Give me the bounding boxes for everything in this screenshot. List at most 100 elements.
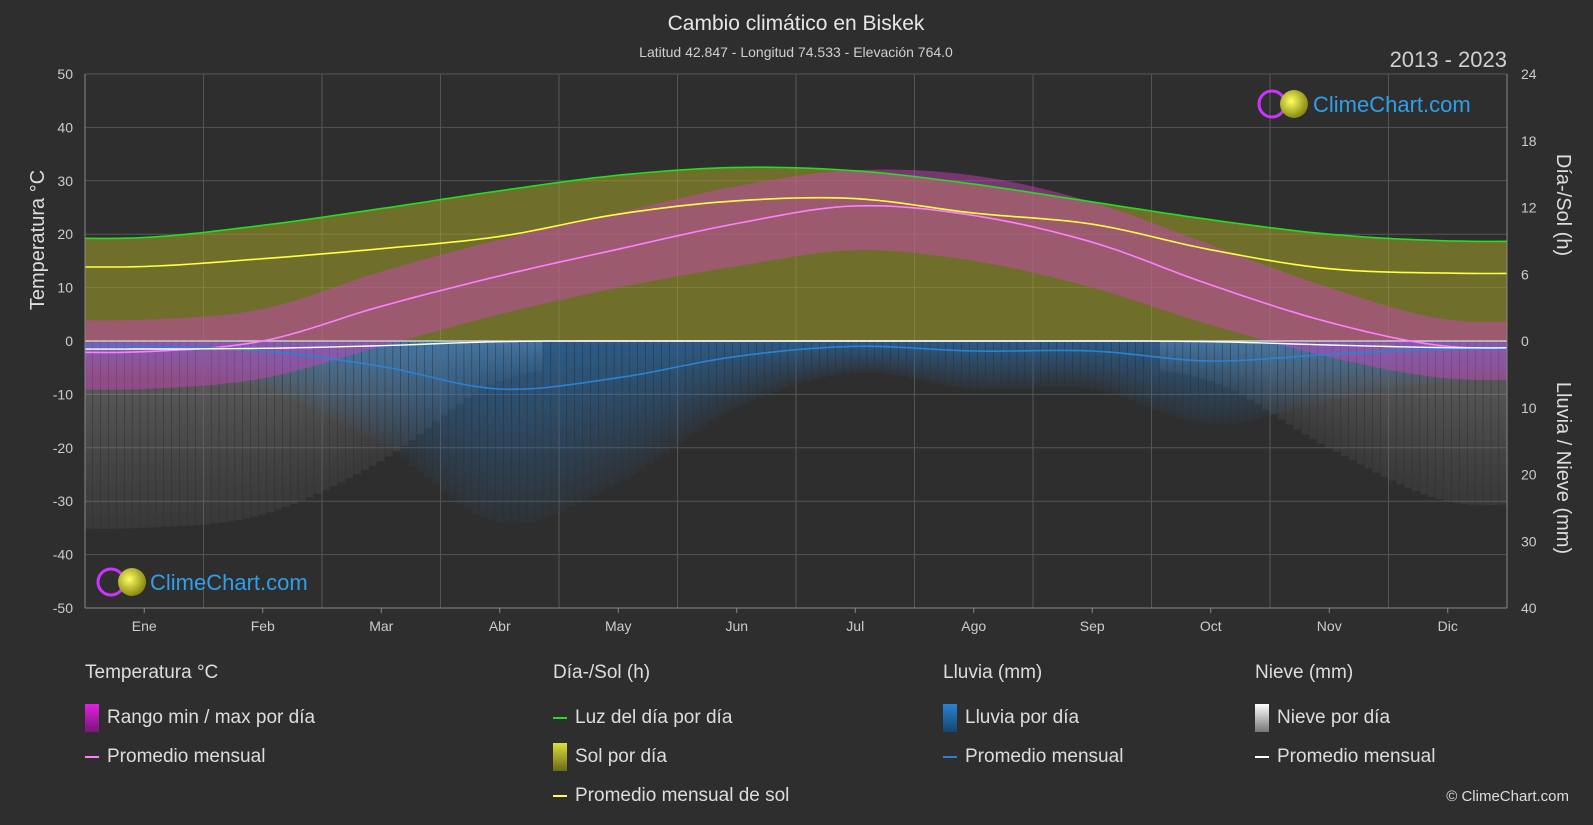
rain-bar bbox=[1119, 341, 1128, 398]
x-tick-label: Oct bbox=[1200, 618, 1222, 634]
legend-temperature-title: Temperatura °C bbox=[85, 662, 219, 683]
snow-bar bbox=[132, 341, 140, 529]
snow-bar bbox=[92, 341, 101, 529]
rain-bar bbox=[243, 341, 251, 386]
rain-bar bbox=[1451, 341, 1460, 382]
precipitation-bars bbox=[85, 341, 1507, 529]
rain-bar bbox=[1198, 341, 1207, 424]
rain-bar bbox=[1104, 341, 1112, 393]
y-tick-right-top: 24 bbox=[1521, 66, 1537, 82]
rain-bar bbox=[219, 341, 227, 381]
legend-item: Promedio mensual bbox=[85, 737, 315, 776]
legend-item-label: Luz del día por día bbox=[575, 706, 733, 728]
rain-bar bbox=[1285, 341, 1294, 411]
rain-bar bbox=[724, 341, 733, 412]
rain-avg-swatch bbox=[943, 755, 957, 758]
rain-bar bbox=[464, 341, 472, 510]
y-tick-left: 0 bbox=[65, 333, 73, 349]
snow-avg-line bbox=[85, 340, 1508, 350]
rain-avg-line bbox=[85, 345, 1508, 391]
rain-bar bbox=[519, 341, 527, 523]
y-tick-left: -10 bbox=[53, 386, 73, 402]
snow-bar bbox=[290, 341, 298, 504]
legend-item: Sol por día bbox=[553, 737, 789, 776]
rain-bar bbox=[1254, 341, 1262, 420]
sunshine-swatch bbox=[553, 742, 567, 771]
rain-bar bbox=[685, 341, 693, 437]
rain-bar bbox=[590, 341, 598, 495]
rain-bar bbox=[1135, 341, 1144, 404]
rain-bar bbox=[1246, 341, 1254, 421]
rain-bar bbox=[369, 341, 377, 439]
rain-bar bbox=[1356, 341, 1365, 396]
rain-bar bbox=[693, 341, 701, 432]
snow-bar bbox=[258, 341, 267, 515]
rain-bar bbox=[250, 341, 259, 388]
legend-snow-title: Nieve (mm) bbox=[1255, 662, 1354, 683]
rain-bar bbox=[393, 341, 401, 454]
y-tick-left: -40 bbox=[53, 547, 73, 563]
rain-bar bbox=[969, 341, 978, 390]
rain-bar bbox=[1317, 341, 1325, 403]
rain-bar bbox=[108, 341, 117, 372]
rain-bar bbox=[875, 341, 883, 374]
rain-bar bbox=[298, 341, 306, 404]
snow-bar bbox=[164, 341, 172, 527]
rain-bar bbox=[1159, 341, 1167, 413]
rain-bar bbox=[906, 341, 914, 379]
rain-bar bbox=[1017, 341, 1025, 389]
rain-bar bbox=[780, 341, 788, 389]
snow-bar bbox=[1499, 341, 1507, 505]
rain-bar bbox=[677, 341, 685, 443]
rain-bar bbox=[930, 341, 938, 384]
rain-bar bbox=[1293, 341, 1302, 409]
rain-bar bbox=[1112, 341, 1120, 396]
rain-bar bbox=[100, 341, 109, 372]
snow-bar bbox=[1491, 341, 1499, 506]
snow-bar bbox=[100, 341, 109, 529]
rain-bar bbox=[993, 341, 1001, 390]
temp-range-swatch bbox=[85, 703, 99, 732]
legend-snow: Nieve (mm) Nieve por día Promedio mensua… bbox=[1255, 662, 1435, 776]
legend-item: Luz del día por día bbox=[553, 698, 789, 737]
rain-bar bbox=[543, 341, 551, 517]
rain-bar bbox=[1396, 341, 1404, 389]
rain-bar bbox=[614, 341, 622, 483]
rain-bar bbox=[1238, 341, 1246, 423]
snow-bar bbox=[1420, 341, 1428, 495]
rain-bar bbox=[1206, 341, 1215, 425]
rain-bar bbox=[266, 341, 275, 392]
snow-bar bbox=[1364, 341, 1373, 469]
logo-sun-icon bbox=[1280, 90, 1308, 118]
brand-name-bottom: ClimeChart.com bbox=[150, 570, 308, 595]
rain-bar bbox=[882, 341, 891, 375]
rain-bar bbox=[1483, 341, 1491, 382]
rain-bar bbox=[764, 341, 772, 395]
rain-bar bbox=[1033, 341, 1041, 389]
rain-bar bbox=[345, 341, 354, 426]
rain-bar bbox=[527, 341, 535, 522]
rain-bar bbox=[1459, 341, 1467, 382]
x-tick-label: May bbox=[605, 618, 631, 634]
y-tick-left: -20 bbox=[53, 440, 73, 456]
rain-bar bbox=[1443, 341, 1452, 383]
rain-bar bbox=[835, 341, 843, 375]
rain-bar bbox=[306, 341, 314, 407]
snow-bar bbox=[1459, 341, 1467, 504]
rain-bar bbox=[377, 341, 385, 444]
rain-bar bbox=[92, 341, 101, 372]
x-tick-label: Ago bbox=[961, 618, 986, 634]
area-fills bbox=[85, 167, 1507, 390]
x-tick-label: Dic bbox=[1438, 618, 1458, 634]
rain-bar bbox=[859, 341, 867, 373]
snow-bar bbox=[1396, 341, 1404, 485]
rain-bar bbox=[1191, 341, 1199, 423]
rain-bar bbox=[1175, 341, 1183, 419]
snow-bar bbox=[1435, 341, 1444, 500]
rain-bar bbox=[1372, 341, 1381, 393]
rain-bar bbox=[1056, 341, 1065, 388]
y-tick-right-top: 0 bbox=[1521, 333, 1529, 349]
rain-bar bbox=[1309, 341, 1317, 405]
snow-bar bbox=[250, 341, 259, 517]
snow-bar bbox=[314, 341, 322, 494]
